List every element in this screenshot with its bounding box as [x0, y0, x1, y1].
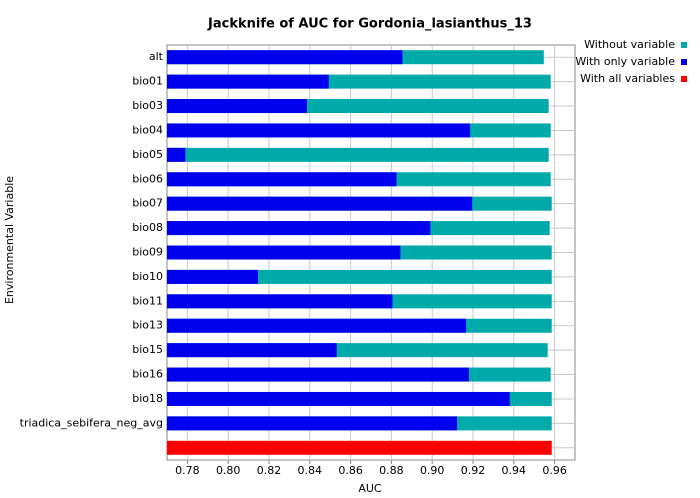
bar: [167, 391, 510, 406]
legend-swatch: [681, 76, 687, 82]
x-tick-label: 0.84: [298, 464, 323, 477]
x-tick-label: 0.96: [542, 464, 567, 477]
legend-label: With all variables: [580, 72, 675, 85]
bar: [167, 367, 469, 382]
bar: [167, 245, 401, 260]
x-axis-label: AUC: [358, 482, 382, 495]
legend-swatch: [681, 59, 687, 65]
bar: [167, 269, 258, 284]
legend-label: With only variable: [575, 55, 675, 68]
bar: [167, 318, 467, 333]
bar: [167, 196, 473, 211]
y-tick-label: bio11: [132, 294, 163, 307]
bar: [167, 294, 393, 309]
y-tick-label: bio07: [132, 197, 163, 210]
x-tick-label: 0.78: [175, 464, 200, 477]
y-tick-label: bio08: [132, 221, 163, 234]
y-tick-label: bio18: [132, 392, 163, 405]
y-axis-label: Environmental Variable: [3, 176, 16, 304]
y-tick-label: bio15: [132, 343, 163, 356]
x-tick-label: 0.94: [502, 464, 527, 477]
bar: [167, 147, 549, 162]
bar: [167, 74, 329, 89]
bar: [167, 343, 337, 358]
y-tick-label: bio04: [132, 123, 163, 136]
bar: [167, 269, 552, 284]
bar: [167, 440, 552, 455]
bar: [167, 147, 186, 162]
y-tick-label: bio01: [132, 75, 163, 88]
y-tick-label: bio05: [132, 148, 163, 161]
x-tick-label: 0.86: [338, 464, 363, 477]
bar: [167, 416, 458, 431]
bar: [167, 99, 307, 114]
y-tick-label: bio16: [132, 368, 163, 381]
x-tick-label: 0.92: [461, 464, 486, 477]
bar: [167, 172, 397, 187]
bar: [167, 123, 471, 138]
chart-title: Jackknife of AUC for Gordonia_lasianthus…: [207, 17, 532, 32]
x-tick-label: 0.88: [379, 464, 404, 477]
x-tick-label: 0.90: [420, 464, 445, 477]
bar: [167, 50, 403, 65]
legend-swatch: [681, 42, 687, 48]
y-tick-label: alt: [149, 50, 164, 63]
x-tick-label: 0.82: [257, 464, 282, 477]
legend-label: Without variable: [584, 38, 675, 51]
bar: [167, 221, 431, 236]
y-tick-label: bio10: [132, 270, 163, 283]
y-tick-label: triadica_sebifera_neg_avg: [20, 416, 163, 429]
x-tick-label: 0.80: [216, 464, 241, 477]
y-tick-label: bio06: [132, 172, 163, 185]
y-tick-label: bio13: [132, 319, 163, 332]
y-tick-label: bio03: [132, 99, 163, 112]
y-tick-label: bio09: [132, 246, 163, 259]
